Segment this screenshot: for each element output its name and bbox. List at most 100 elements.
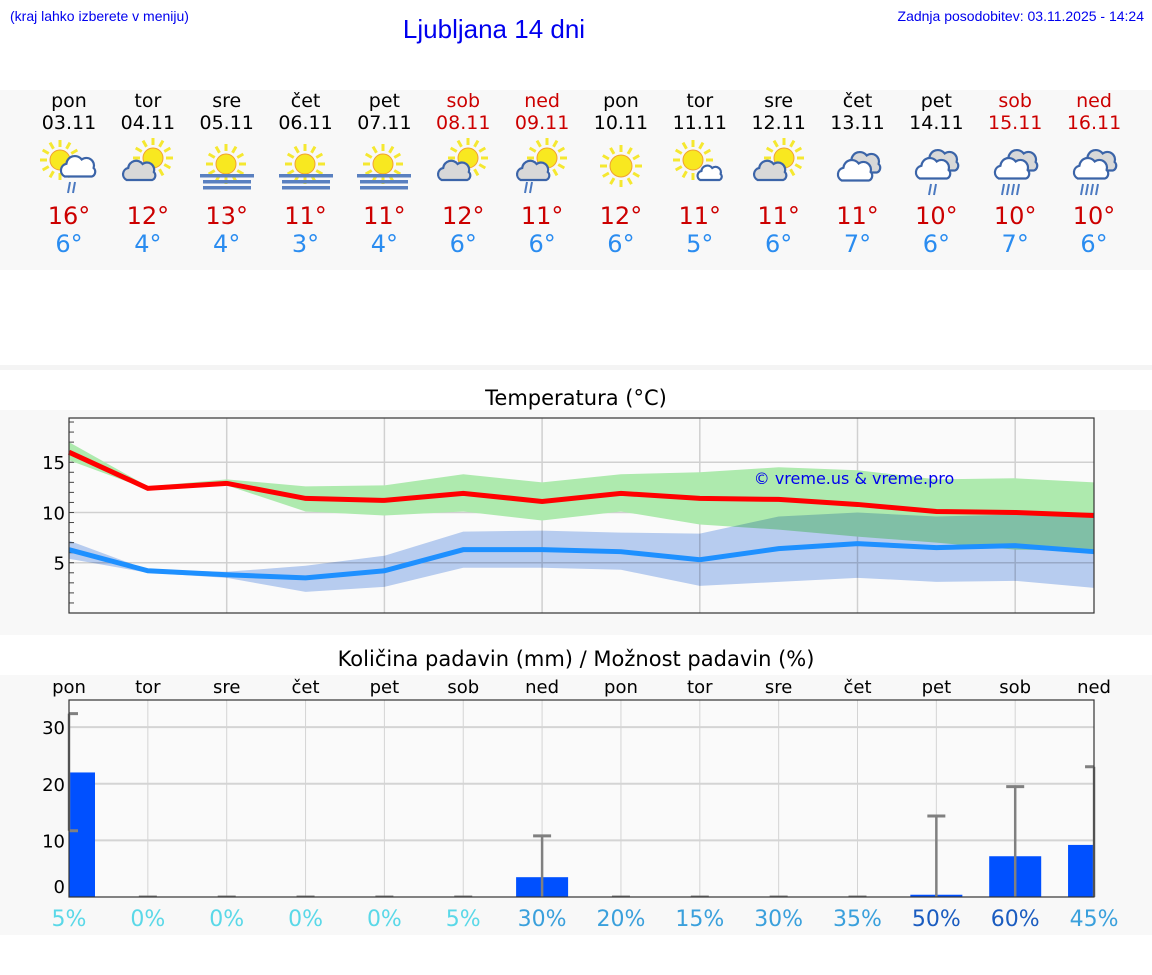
sun-ray [41, 148, 50, 155]
x-day-label: pon [604, 677, 638, 698]
max-temp: 12° [599, 202, 643, 230]
max-temp: 10° [1072, 202, 1116, 230]
fog-line [202, 180, 251, 184]
day-name: sre [212, 90, 242, 112]
max-temp: 12° [441, 202, 485, 230]
sun-ray [473, 168, 480, 177]
raindrop [1080, 183, 1085, 196]
forecast-day: sre 05.11 13° 4° [188, 90, 266, 258]
precip-probability: 5% [446, 907, 481, 932]
day-date: 03.11 [41, 112, 97, 134]
max-temp: 11° [757, 202, 800, 230]
sun-fog-icon [278, 144, 333, 190]
fog-line [281, 186, 330, 190]
y-tick-label: 10 [42, 831, 65, 852]
sun-ray [65, 141, 72, 150]
sun-ray [535, 139, 542, 148]
sun-disc [609, 154, 633, 178]
sun-cloud-icon [121, 138, 173, 182]
sun-ray [286, 169, 295, 176]
sun-ray [529, 146, 537, 153]
min-temp: 7° [843, 230, 872, 258]
max-temp-line [67, 449, 1095, 518]
fog-line [360, 180, 409, 184]
max-temp: 10° [993, 202, 1037, 230]
x-day-label: sob [999, 677, 1031, 698]
min-temp: 6° [1080, 230, 1108, 258]
sun-ray [681, 170, 688, 179]
precipitation-chart-title: Količina padavin (mm) / Možnost padavin … [337, 647, 815, 671]
min-temp: 4° [370, 230, 399, 258]
max-temp: 11° [284, 202, 327, 230]
cloud-shape [752, 159, 788, 182]
sun-ray [609, 177, 616, 185]
icon-group [752, 138, 804, 182]
forecast-day: ned 16.11 10° 6° [1055, 90, 1133, 258]
day-name: sre [764, 90, 794, 112]
x-day-label: tor [687, 677, 713, 698]
sun-disc [215, 153, 237, 175]
sun-ray [48, 170, 55, 179]
sun-ray [681, 141, 688, 150]
sun-ray [286, 152, 295, 159]
x-day-label: pet [922, 677, 952, 698]
sun-disc [294, 153, 316, 175]
max-temp: 11° [363, 202, 406, 230]
min-temp: 6° [55, 230, 83, 258]
precip-probability: 30% [754, 907, 803, 932]
day-name: čet [290, 90, 321, 112]
sun-ray [473, 139, 480, 148]
sun-ray [372, 145, 379, 154]
cloud-shape [121, 159, 157, 182]
fog-line [278, 174, 333, 178]
sun-ray [478, 163, 487, 170]
precip-probability: 0% [288, 907, 323, 932]
sun-ray [315, 169, 323, 176]
y-tick-label: 30 [42, 718, 65, 739]
cloud-shape [59, 155, 97, 178]
last-updated: Zadnja posodobitev: 03.11.2025 - 14:24 [897, 8, 1144, 24]
plot-area [69, 700, 1094, 897]
location-hint: (kraj lahko izberete v meniju) [10, 8, 189, 24]
sun-ray [557, 146, 566, 153]
precip-probability: 35% [833, 907, 882, 932]
day-name: ned [1076, 90, 1112, 112]
min-temp: 7° [1001, 230, 1029, 258]
sun-ray [788, 168, 795, 177]
sun-cloud-icon [752, 138, 804, 182]
sun-ray [772, 139, 779, 148]
sun-ray [48, 141, 55, 150]
forecast-day: tor 04.11 12° 4° [109, 90, 187, 258]
daily-forecast-strip: pon 03.11 16° 6° tor 04.11 12° 4° sre 05.1… [0, 90, 1152, 270]
day-name: pon [51, 90, 87, 112]
cloud-shape [1072, 157, 1110, 180]
min-temp: 6° [765, 230, 793, 258]
plot-frame [68, 699, 1095, 898]
raindrop [72, 181, 76, 194]
forecast-day: tor 11.11 11° 5° [661, 90, 739, 258]
raindrop [1016, 183, 1021, 196]
day-name: tor [686, 90, 714, 112]
sun-ray [236, 152, 244, 159]
day-date: 04.11 [120, 112, 176, 134]
precip-probability: 45% [1070, 907, 1119, 932]
cloud-shape [915, 157, 952, 180]
raindrop [1085, 183, 1090, 196]
sun-ray [230, 145, 237, 154]
day-date: 15.11 [987, 112, 1043, 134]
day-name: pet [368, 90, 400, 112]
day-name: čet [842, 90, 873, 112]
icon-group [994, 149, 1039, 196]
icon-group [40, 140, 97, 194]
sun-ray [158, 139, 165, 148]
cloud-shape [696, 164, 723, 182]
x-day-label: pon [52, 677, 86, 698]
icon-group [278, 144, 333, 190]
day-name: pon [603, 90, 639, 112]
day-name: sob [446, 90, 481, 112]
x-day-label: pet [370, 677, 400, 698]
day-name: ned [524, 90, 560, 112]
sun-ray [158, 168, 165, 177]
day-date: 06.11 [278, 112, 333, 134]
raindrop [524, 181, 529, 194]
